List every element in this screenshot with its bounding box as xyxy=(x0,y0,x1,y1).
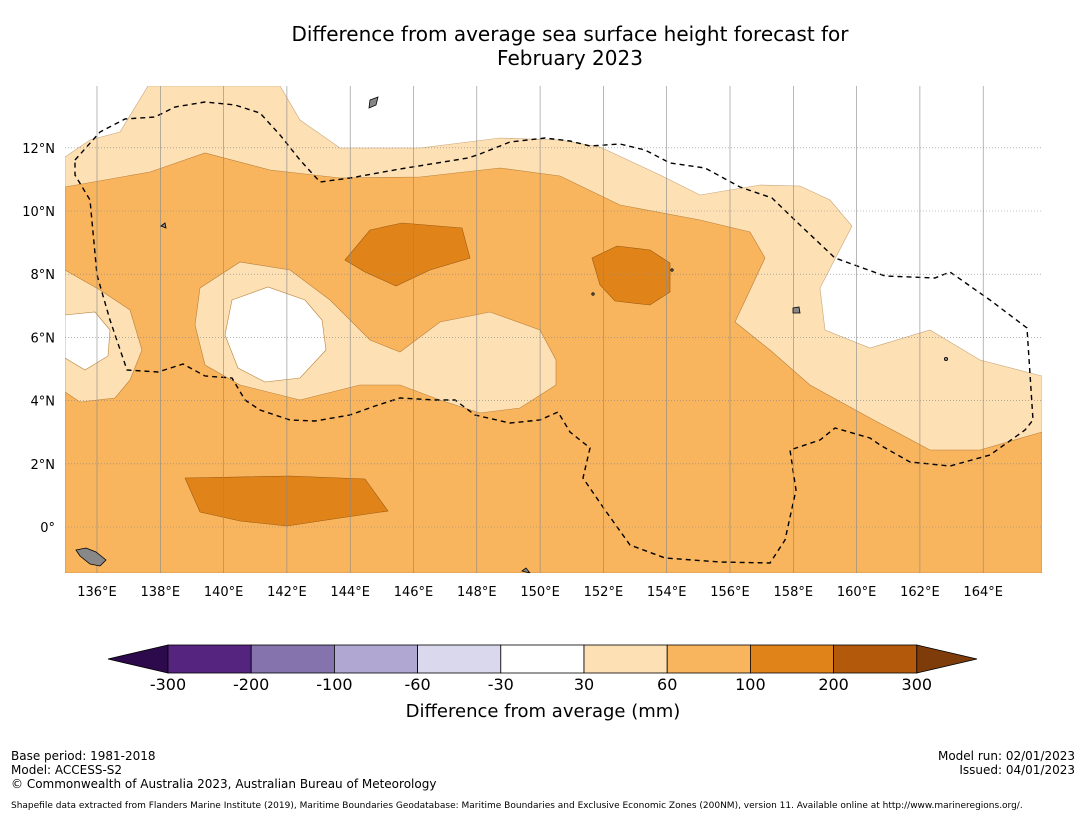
contour-band-100-200-c xyxy=(184,475,389,527)
colorbar xyxy=(107,644,978,674)
colorbar-bin xyxy=(583,644,668,674)
colorbar-tick-label: -300 xyxy=(150,675,186,694)
lon-tick-label: 162°E xyxy=(900,585,940,600)
island-pohnpei-area xyxy=(792,306,801,314)
footer-issued: Issued: 04/01/2023 xyxy=(959,763,1075,777)
colorbar-bin xyxy=(750,644,835,674)
lat-tick-label: 0° xyxy=(40,521,55,536)
lon-tick-label: 146°E xyxy=(394,585,434,600)
contour-neutral-pocket-1 xyxy=(224,286,327,383)
colorbar-tick-labels: -300 -200 -100 -60 -30 30 60 100 200 300 xyxy=(150,675,932,694)
island-guam-area xyxy=(368,96,379,109)
colorbar-bin xyxy=(833,644,918,674)
island-small-1 xyxy=(160,222,167,229)
lat-tick-label: 2°N xyxy=(31,458,56,473)
eez-boundary-north xyxy=(74,101,1034,564)
colorbar-tick-label: -100 xyxy=(316,675,352,694)
colorbar-bin xyxy=(250,644,335,674)
latitude-labels: 12°N 10°N 8°N 6°N 4°N 2°N 0° xyxy=(22,142,55,536)
chart-title: Difference from average sea surface heig… xyxy=(0,22,1085,70)
eez-boundaries xyxy=(74,101,1034,564)
lon-tick-label: 140°E xyxy=(204,585,244,600)
lon-tick-label: 142°E xyxy=(267,585,307,600)
lon-tick-label: 160°E xyxy=(837,585,877,600)
lat-tick-label: 8°N xyxy=(31,268,56,283)
lon-tick-label: 148°E xyxy=(457,585,497,600)
contour-band-100-200-a xyxy=(344,222,471,287)
islands xyxy=(75,96,949,573)
colorbar-tick-label: 200 xyxy=(818,675,849,694)
island-small-2 xyxy=(521,567,531,573)
colorbar-tick-label: 30 xyxy=(574,675,594,694)
colorbar-label: Difference from average (mm) xyxy=(406,701,681,722)
lon-tick-label: 136°E xyxy=(77,585,117,600)
lon-tick-label: 144°E xyxy=(330,585,370,600)
colorbar-tick-label: -200 xyxy=(233,675,269,694)
longitude-labels: 136°E 138°E 140°E 142°E 144°E 146°E 148°E 150°E… xyxy=(77,585,1003,600)
island-new-guinea-coast xyxy=(75,547,107,567)
footer-base-period: Base period: 1981-2018 xyxy=(11,749,156,763)
lon-tick-label: 164°E xyxy=(963,585,1003,600)
colorbar-bin xyxy=(167,644,252,674)
contour-neutral-pocket-2 xyxy=(65,311,111,371)
colorbar-tick-label: 60 xyxy=(657,675,677,694)
colorbar-bin xyxy=(666,644,751,674)
footer-right: Model run: 02/01/2023 Issued: 04/01/2023 xyxy=(938,749,1075,777)
lon-tick-label: 152°E xyxy=(584,585,624,600)
lon-tick-label: 154°E xyxy=(647,585,687,600)
footer-left: Base period: 1981-2018 Model: ACCESS-S2 … xyxy=(11,749,436,791)
footer-model-run: Model run: 02/01/2023 xyxy=(937,749,1075,763)
title-line-1: Difference from average sea surface heig… xyxy=(291,22,849,46)
island-dot-3 xyxy=(670,268,674,272)
island-dot-1 xyxy=(944,356,949,361)
contour-band-100-200-b xyxy=(591,245,671,306)
map-plot-area xyxy=(65,86,1042,573)
footer-model: Model: ACCESS-S2 xyxy=(11,763,123,777)
lon-tick-label: 156°E xyxy=(710,585,750,600)
colorbar-tick-label: 100 xyxy=(735,675,766,694)
lat-tick-label: 12°N xyxy=(22,142,55,157)
colorbar-bin xyxy=(333,644,418,674)
footer-shapefile-credit: Shapefile data extracted from Flanders M… xyxy=(11,801,1023,811)
colorbar-under-arrow xyxy=(107,644,169,674)
lon-tick-label: 138°E xyxy=(141,585,181,600)
lon-tick-label: 150°E xyxy=(520,585,560,600)
lat-tick-label: 4°N xyxy=(31,395,56,410)
colorbar-tick-label: -30 xyxy=(488,675,514,694)
colorbar-tick-label: -60 xyxy=(405,675,431,694)
colorbar-over-arrow xyxy=(916,644,978,674)
title-line-2: February 2023 xyxy=(497,46,643,70)
gridlines xyxy=(65,86,1042,573)
lat-tick-label: 6°N xyxy=(31,331,56,346)
lat-tick-label: 10°N xyxy=(22,205,55,220)
colorbar-bin xyxy=(500,644,585,674)
lon-tick-label: 158°E xyxy=(774,585,814,600)
colorbar-tick-label: 300 xyxy=(902,675,933,694)
island-dot-2 xyxy=(591,292,595,296)
colorbar-bin xyxy=(417,644,502,674)
footer-copyright: © Commonwealth of Australia 2023, Austra… xyxy=(11,777,437,791)
